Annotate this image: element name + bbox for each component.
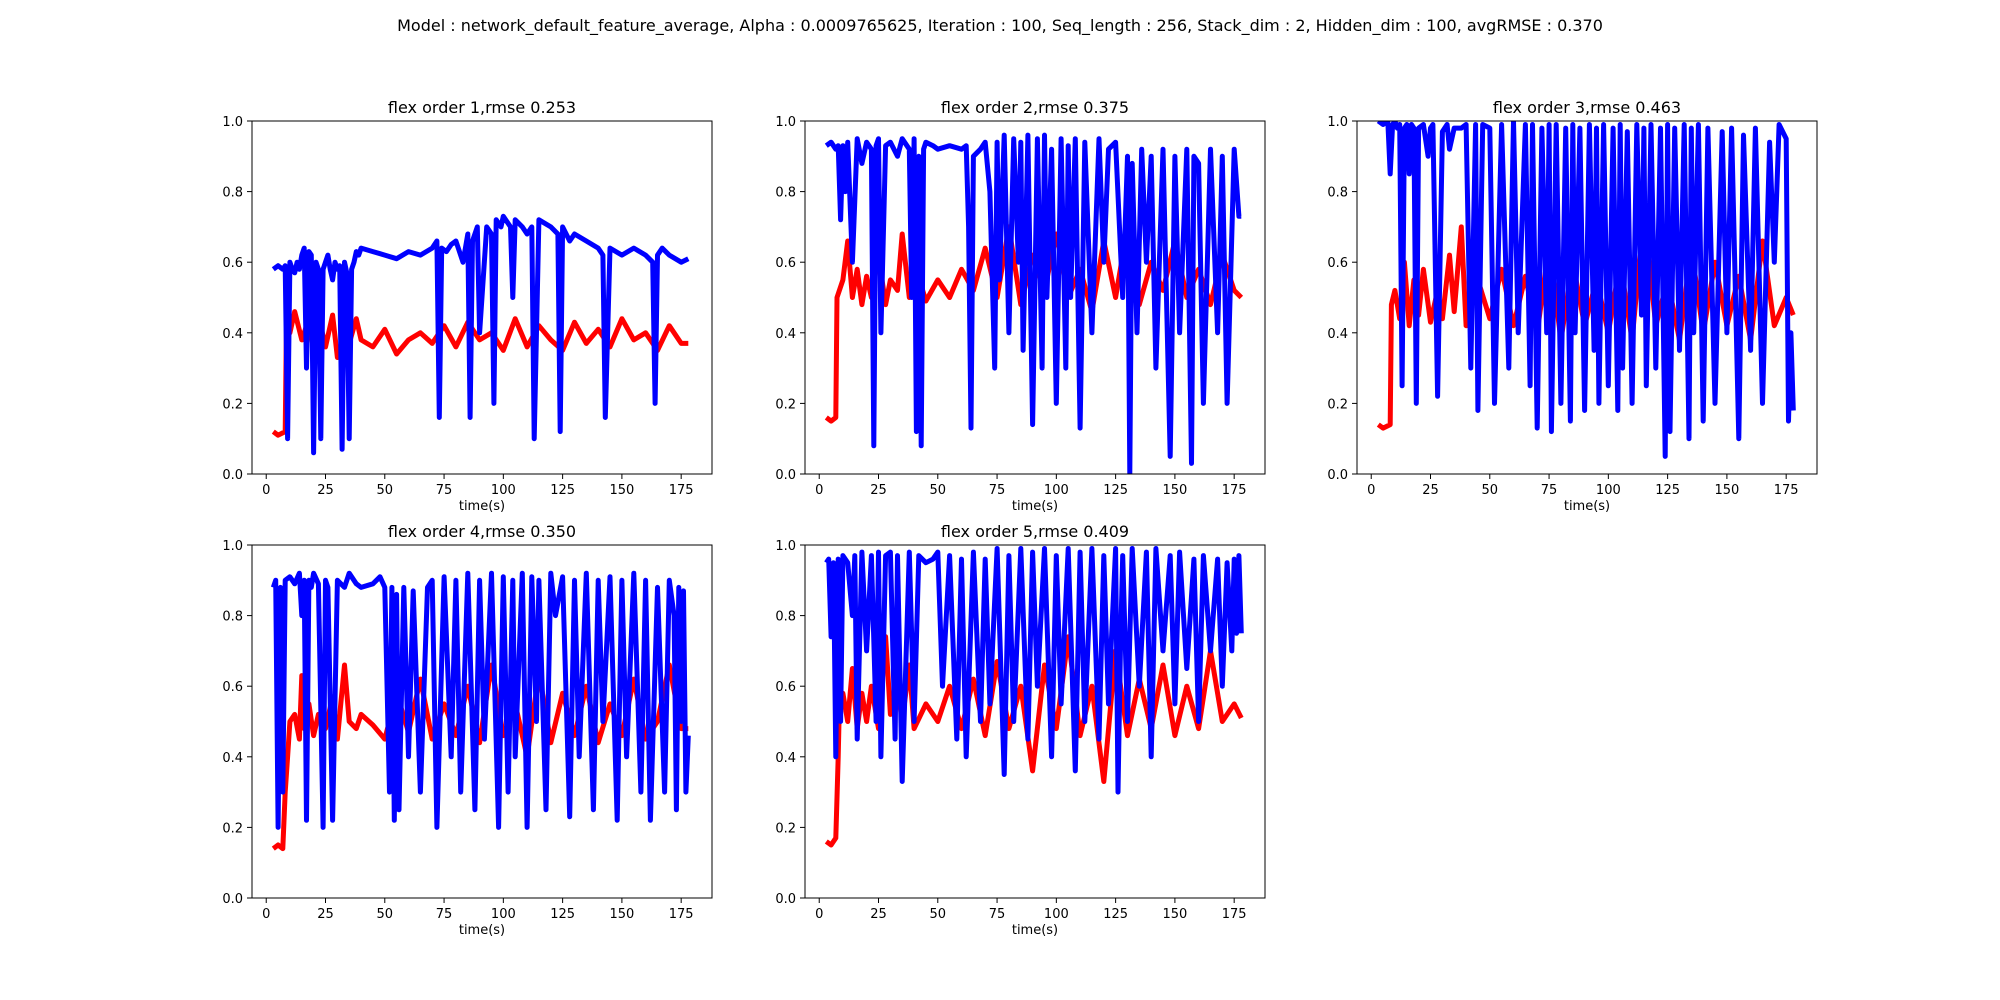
subplot-5-x-tick-label: 0 <box>815 907 823 922</box>
subplot-5-xlabel: time(s) <box>1012 923 1058 938</box>
subplot-4-y-tick-label: 0.8 <box>222 610 243 625</box>
subplot-1-y-tick-label: 0.0 <box>222 468 243 483</box>
subplot-5-y-tick-label: 0.6 <box>775 680 796 695</box>
subplot-4-xlabel: time(s) <box>459 923 505 938</box>
subplot-2-y-tick-label: 0.0 <box>775 468 796 483</box>
subplot-1-x-tick-label: 75 <box>436 483 453 498</box>
subplot-3-y-tick-label: 0.0 <box>1327 468 1348 483</box>
subplot-1-y-tick-label: 0.8 <box>222 186 243 201</box>
subplot-3-y-tick-label: 0.4 <box>1327 327 1348 342</box>
subplot-5-x-tick-label: 150 <box>1162 907 1187 922</box>
subplot-1-title: flex order 1,rmse 0.253 <box>388 98 576 117</box>
subplot-4-y-tick-label: 0.0 <box>222 892 243 907</box>
subplot-3-x-tick-label: 175 <box>1774 483 1799 498</box>
subplot-4-x-tick-label: 25 <box>317 907 334 922</box>
subplot-5-x-tick-label: 50 <box>930 907 947 922</box>
subplot-2-axes-frame <box>804 120 1266 475</box>
subplot-3-prediction-line <box>1376 121 1796 459</box>
subplot-5-x-tick-label: 75 <box>989 907 1006 922</box>
subplot-4-title: flex order 4,rmse 0.350 <box>388 522 576 541</box>
subplot-5-x-tick-label: 175 <box>1222 907 1247 922</box>
subplot-4-y-tick-label: 0.6 <box>222 680 243 695</box>
subplot-2: 0 25 50 75 100 125 150 175 0.0 0.2 0.4 0.6 0.8 1.0 fle… <box>775 98 1266 514</box>
subplot-3: 0 25 50 75 100 125 150 175 0.0 0.2 0.4 0.6 0.8 1.0 fle… <box>1327 98 1818 514</box>
subplot-4-y-tick-label: 0.4 <box>222 751 243 766</box>
subplot-5-prediction-line <box>824 546 1244 795</box>
subplot-3-y-tick-label: 0.6 <box>1327 256 1348 271</box>
subplot-5-y-tick-label: 0.0 <box>775 892 796 907</box>
subplot-3-x-tick-label: 0 <box>1367 483 1375 498</box>
subplot-2-x-tick-label: 25 <box>870 483 887 498</box>
subplot-4-x-tick-label: 175 <box>669 907 694 922</box>
subplot-4-x-tick-label: 150 <box>609 907 634 922</box>
subplot-4-y-tick-label: 1.0 <box>222 539 243 554</box>
subplot-1-y-tick-label: 0.2 <box>222 397 243 412</box>
figure-suptitle: Model : network_default_feature_average,… <box>397 16 1603 36</box>
subplot-2-y-tick-label: 0.2 <box>775 397 796 412</box>
subplot-4: 0 25 50 75 100 125 150 175 0.0 0.2 0.4 0.6 0.8 1.0 fle… <box>222 522 713 938</box>
subplot-5-x-tick-label: 125 <box>1103 907 1128 922</box>
subplot-5-axes-frame <box>804 544 1266 899</box>
subplot-3-x-tick-label: 100 <box>1596 483 1621 498</box>
subplot-4-x-tick-label: 75 <box>436 907 453 922</box>
subplot-2-x-tick-label: 100 <box>1044 483 1069 498</box>
subplot-1-x-tick-label: 25 <box>317 483 334 498</box>
subplot-2-x-tick-label: 50 <box>930 483 947 498</box>
subplot-2-title: flex order 2,rmse 0.375 <box>941 98 1129 117</box>
subplot-1-x-tick-label: 100 <box>491 483 516 498</box>
subplot-5-x-tick-label: 100 <box>1044 907 1069 922</box>
subplot-1-y-tick-label: 1.0 <box>222 115 243 130</box>
subplot-1-axes-frame <box>251 120 713 475</box>
subplot-2-x-tick-label: 0 <box>815 483 823 498</box>
subplot-3-x-tick-label: 25 <box>1422 483 1439 498</box>
subplot-5-y-tick-label: 0.2 <box>775 821 796 836</box>
subplot-1-x-tick-label: 175 <box>669 483 694 498</box>
subplot-4-target-line <box>271 662 689 852</box>
subplot-1-x-tick-label: 125 <box>550 483 575 498</box>
subplot-2-x-tick-label: 125 <box>1103 483 1128 498</box>
subplot-3-x-tick-label: 50 <box>1482 483 1499 498</box>
subplot-5-x-tick-label: 25 <box>870 907 887 922</box>
subplot-4-prediction-line <box>270 570 691 830</box>
subplot-2-prediction-line <box>824 132 1242 474</box>
subplot-4-axes-frame <box>251 544 713 899</box>
subplot-1-x-tick-label: 150 <box>609 483 634 498</box>
subplot-1-x-tick-label: 50 <box>377 483 394 498</box>
subplot-3-y-tick-label: 0.8 <box>1327 186 1348 201</box>
subplot-3-x-tick-label: 125 <box>1655 483 1680 498</box>
subplot-5-y-tick-label: 0.4 <box>775 751 796 766</box>
subplot-5-y-tick-label: 0.8 <box>775 610 796 625</box>
subplot-3-y-tick-label: 0.2 <box>1327 397 1348 412</box>
subplot-4-x-tick-label: 100 <box>491 907 516 922</box>
subplot-1-xlabel: time(s) <box>459 499 505 514</box>
subplot-4-x-tick-label: 0 <box>262 907 270 922</box>
subplot-3-y-tick-label: 1.0 <box>1327 115 1348 130</box>
subplot-2-x-tick-label: 175 <box>1222 483 1247 498</box>
subplot-2-y-tick-label: 0.8 <box>775 186 796 201</box>
subplot-4-y-tick-label: 0.2 <box>222 821 243 836</box>
subplot-1-prediction-line <box>271 213 690 456</box>
subplot-2-y-tick-label: 1.0 <box>775 115 796 130</box>
subplot-5-title: flex order 5,rmse 0.409 <box>941 522 1129 541</box>
subplot-4-x-tick-label: 50 <box>377 907 394 922</box>
subplot-1-y-tick-label: 0.4 <box>222 327 243 342</box>
subplot-2-xlabel: time(s) <box>1012 499 1058 514</box>
subplot-2-x-tick-label: 75 <box>989 483 1006 498</box>
subplot-3-axes-frame <box>1356 120 1818 475</box>
subplot-5: 0 25 50 75 100 125 150 175 0.0 0.2 0.4 0.6 0.8 1.0 fle… <box>775 522 1266 938</box>
subplot-1: 0 25 50 75 100 125 150 175 0.0 0.2 0.4 0.6 0.8 1.0 fle… <box>222 98 713 514</box>
subplot-3-x-tick-label: 75 <box>1541 483 1558 498</box>
subplot-2-y-tick-label: 0.6 <box>775 256 796 271</box>
subplot-3-title: flex order 3,rmse 0.463 <box>1493 98 1681 117</box>
subplot-2-y-tick-label: 0.4 <box>775 327 796 342</box>
subplot-3-x-tick-label: 150 <box>1714 483 1739 498</box>
subplot-1-y-tick-label: 0.6 <box>222 256 243 271</box>
subplot-5-y-tick-label: 1.0 <box>775 539 796 554</box>
subplot-1-x-tick-label: 0 <box>262 483 270 498</box>
subplot-2-x-tick-label: 150 <box>1162 483 1187 498</box>
subplot-3-xlabel: time(s) <box>1564 499 1610 514</box>
subplot-4-x-tick-label: 125 <box>550 907 575 922</box>
